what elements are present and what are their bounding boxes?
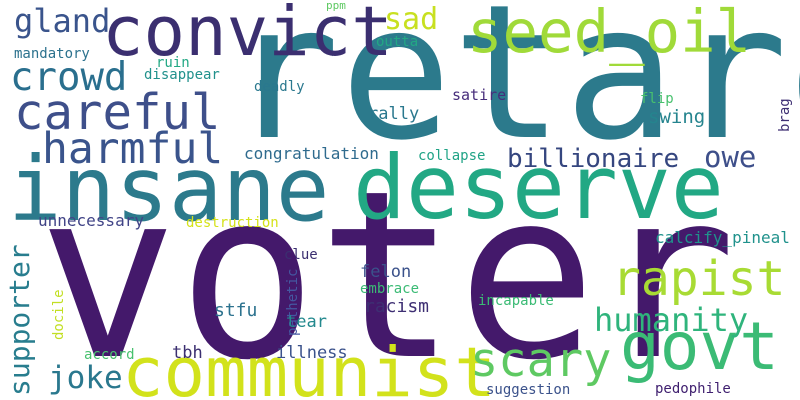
word-ruin: ruin <box>156 55 190 71</box>
word-owe: owe <box>704 140 757 174</box>
word-govt: govt <box>620 308 779 385</box>
word-ppm: ppm <box>326 0 346 12</box>
word-calcify-pineal: calcify_pineal <box>655 228 790 247</box>
word-convict: convict <box>102 0 393 72</box>
word-sad: sad <box>384 2 439 37</box>
word-tear: tear <box>286 312 327 332</box>
word-congratulation: congratulation <box>244 144 379 163</box>
word-billionaire: billionaire <box>507 144 680 174</box>
word-careful: careful <box>14 84 221 141</box>
word-deadly: deadly <box>254 79 305 95</box>
word-docile: docile <box>51 289 67 340</box>
word-accord: accord <box>84 347 135 363</box>
word-collapse: collapse <box>418 148 486 164</box>
word-felon: felon <box>360 262 412 282</box>
word-embrace: embrace <box>360 281 420 297</box>
word-crowd: crowd <box>10 55 128 100</box>
word-deserve: deserve <box>353 136 724 239</box>
word-stfu: stfu <box>214 300 258 321</box>
word-suggestion: suggestion <box>486 382 571 398</box>
word-retard: retard <box>228 0 800 181</box>
word-illness: illness <box>276 343 348 363</box>
word-scary: scary <box>470 333 612 388</box>
word-humanity: humanity <box>594 301 749 339</box>
word-racism: racism <box>364 296 430 317</box>
word-unnecessary: unnecessary <box>38 211 144 230</box>
word-insane: insane <box>8 137 330 241</box>
word-rally: rally <box>368 104 420 124</box>
word-swing: swing <box>648 106 706 128</box>
word-rapist: rapist <box>612 251 786 307</box>
word-outta: outta <box>376 34 419 50</box>
word-satire: satire <box>452 86 507 104</box>
word-brag: brag <box>777 98 793 132</box>
word-harmful: harmful <box>42 124 224 174</box>
word-mandatory: mandatory <box>14 46 90 62</box>
word-tbh: tbh <box>172 343 203 363</box>
word-joke: joke <box>48 360 123 396</box>
word-supporter: supporter <box>3 244 36 396</box>
word-disappear: disappear <box>144 67 220 83</box>
word-destruction: destruction <box>186 215 279 231</box>
word-incapable: incapable <box>478 293 554 309</box>
word-clue: clue <box>284 247 318 263</box>
word-communist: communist <box>122 333 496 400</box>
word-pedophile: pedophile <box>655 381 731 397</box>
word-flip: flip <box>640 91 674 107</box>
word-voter: voter <box>38 141 737 400</box>
word-gland: gland <box>14 2 111 40</box>
word-seed-oil: seed_oil <box>467 0 752 66</box>
